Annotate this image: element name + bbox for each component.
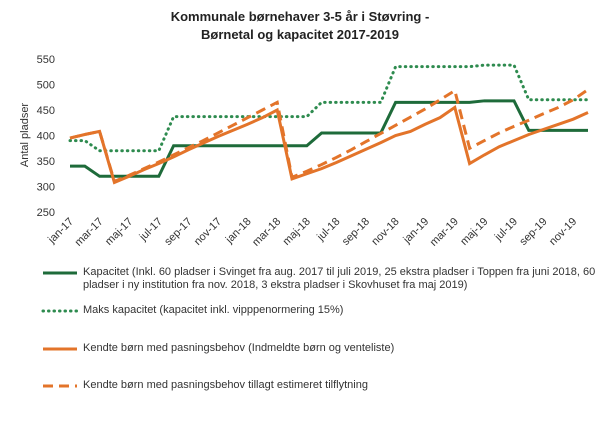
legend-swatch [41, 309, 79, 313]
x-tick-label: mar-17 [73, 216, 106, 249]
legend-item: Kapacitet (Inkl. 60 pladser i Svinget fr… [40, 266, 600, 292]
legend-label: Maks kapacitet (kapacitet inkl. vipppeno… [83, 304, 344, 316]
legend-item: Kendte børn med pasningsbehov tillagt es… [40, 379, 600, 392]
x-tick-label: mar-19 [428, 216, 461, 249]
y-tick-label: 400 [37, 131, 55, 143]
x-tick-label: nov-19 [547, 216, 579, 248]
y-tick-label: 500 [37, 80, 55, 92]
x-tick-label: nov-17 [192, 216, 224, 248]
legend-label: Kendte børn med pasningsbehov (Indmeldte… [83, 342, 395, 354]
x-tick-label: sep-17 [162, 216, 194, 248]
x-tick-label: jul-19 [492, 216, 520, 244]
y-tick-label: 300 [37, 182, 55, 194]
x-tick-label: sep-18 [340, 216, 372, 248]
x-tick-label: maj-19 [458, 216, 490, 248]
chart: Antal pladser 250 300 350 400 450 500 550 jan-1… [19, 54, 590, 249]
x-tick-label: maj-18 [281, 216, 313, 248]
legend-swatch [43, 271, 77, 275]
legend-item: Maks kapacitet (kapacitet inkl. vipppeno… [40, 304, 600, 317]
legend-item: Kendte børn med pasningsbehov (Indmeldte… [40, 342, 600, 355]
legend-label: Kapacitet (Inkl. 60 pladser i Svinget fr… [83, 266, 596, 291]
line-series [68, 63, 590, 153]
x-tick-label: maj-17 [103, 216, 135, 248]
y-tick-label: 350 [37, 156, 55, 168]
legend-label: Kendte børn med pasningsbehov tillagt es… [83, 379, 368, 391]
line-series [70, 99, 588, 178]
x-tick-label: jul-18 [314, 216, 342, 244]
y-tick-label: 450 [37, 105, 55, 117]
y-tick-label: 550 [37, 54, 55, 66]
line-series [69, 88, 589, 184]
x-tick-label: jan-18 [223, 216, 254, 247]
legend-swatch [43, 384, 77, 388]
y-axis-label: Antal pladser [19, 103, 31, 168]
y-tick-label: 250 [37, 207, 55, 219]
x-tick-label: sep-19 [517, 216, 549, 248]
x-tick-label: jul-17 [137, 216, 165, 244]
x-tick-label: jan-17 [45, 216, 76, 247]
x-tick-label: mar-18 [250, 216, 283, 249]
chart-title: Kommunale børnehaver 3-5 år i Støvring -… [170, 9, 430, 42]
x-tick-label: nov-18 [369, 216, 401, 248]
x-tick-label: jan-19 [401, 216, 432, 247]
legend-swatch [43, 347, 77, 351]
line-series [69, 105, 589, 185]
